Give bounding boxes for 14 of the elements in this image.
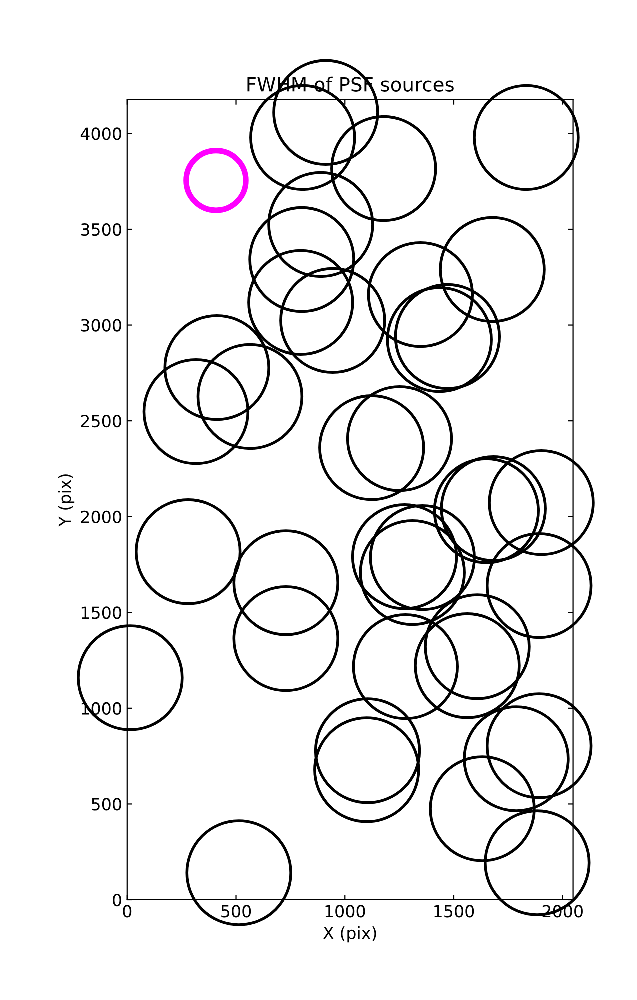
y-tick-label: 2500: [81, 415, 122, 428]
y-tick-label: 1500: [82, 606, 122, 620]
x-axis-title: X (pix): [323, 926, 376, 943]
y-tick-label: 3000: [81, 319, 122, 332]
y-tick-label: 4000: [80, 128, 122, 140]
x-tick-label: 500: [222, 905, 252, 918]
y-tick-label: 3500: [81, 223, 122, 236]
x-tick-label: 1000: [326, 905, 366, 918]
y-axis-title: Y (pix): [58, 474, 75, 527]
x-tick-label: 0: [123, 905, 132, 918]
y-tick-label: 0: [113, 894, 122, 907]
y-tick-label: 2000: [81, 510, 122, 524]
x-tick-label: 1500: [434, 905, 474, 918]
y-tick-label: 500: [92, 798, 122, 811]
